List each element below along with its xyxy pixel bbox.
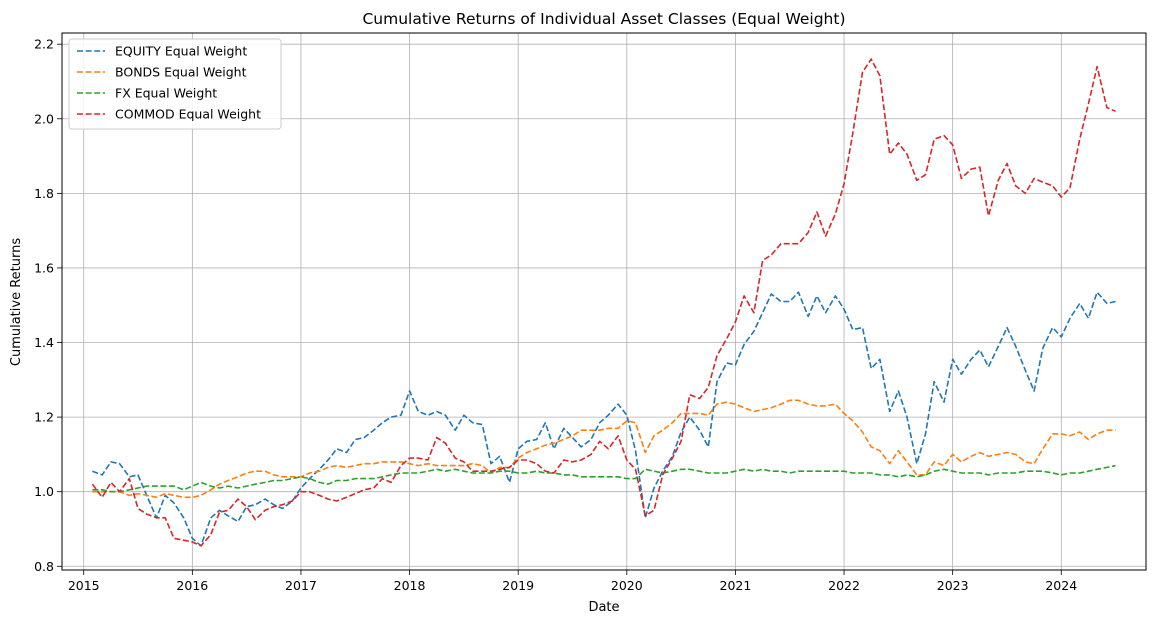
x-tick-label: 2016 [176, 578, 208, 593]
x-tick-label: 2017 [285, 578, 317, 593]
x-tick-label: 2024 [1045, 578, 1077, 593]
y-tick-label: 1.6 [34, 260, 54, 275]
x-tick-label: 2020 [611, 578, 643, 593]
series-lines [91, 58, 1116, 547]
axis-ticks: 2015 2016 2017 2018 2019 2020 2021 2022 2023 2024… [34, 37, 1077, 593]
series-line-bonds [92, 399, 1116, 499]
y-tick-label: 1.4 [34, 335, 54, 350]
series-line-fx [92, 464, 1116, 493]
series-line-commod [91, 58, 1116, 547]
y-tick-label: 2.0 [34, 111, 54, 126]
plot-frame [61, 32, 1147, 571]
x-tick-label: 2015 [68, 578, 100, 593]
legend-label: FX Equal Weight [115, 86, 217, 101]
x-tick-label: 2023 [937, 578, 969, 593]
y-tick-label: 1.2 [34, 410, 54, 425]
y-tick-label: 1.8 [34, 186, 54, 201]
x-tick-label: 2019 [502, 578, 534, 593]
x-tick-label: 2021 [720, 578, 752, 593]
grid [62, 33, 1146, 570]
y-tick-label: 2.2 [34, 37, 54, 52]
y-tick-label: 0.8 [34, 559, 54, 574]
chart-title: Cumulative Returns of Individual Asset C… [362, 10, 845, 28]
y-axis-label: Cumulative Returns [9, 238, 24, 366]
series-line-equity [92, 291, 1116, 547]
x-tick-label: 2018 [394, 578, 426, 593]
x-tick-label: 2022 [828, 578, 860, 593]
y-tick-label: 1.0 [34, 484, 54, 499]
legend-label: COMMOD Equal Weight [115, 107, 261, 122]
legend-label: EQUITY Equal Weight [115, 44, 247, 59]
legend: EQUITY Equal Weight BONDS Equal Weight FX … [68, 38, 282, 130]
x-axis-label: Date [588, 600, 619, 615]
legend-label: BONDS Equal Weight [115, 65, 247, 80]
legend-box [68, 38, 282, 130]
